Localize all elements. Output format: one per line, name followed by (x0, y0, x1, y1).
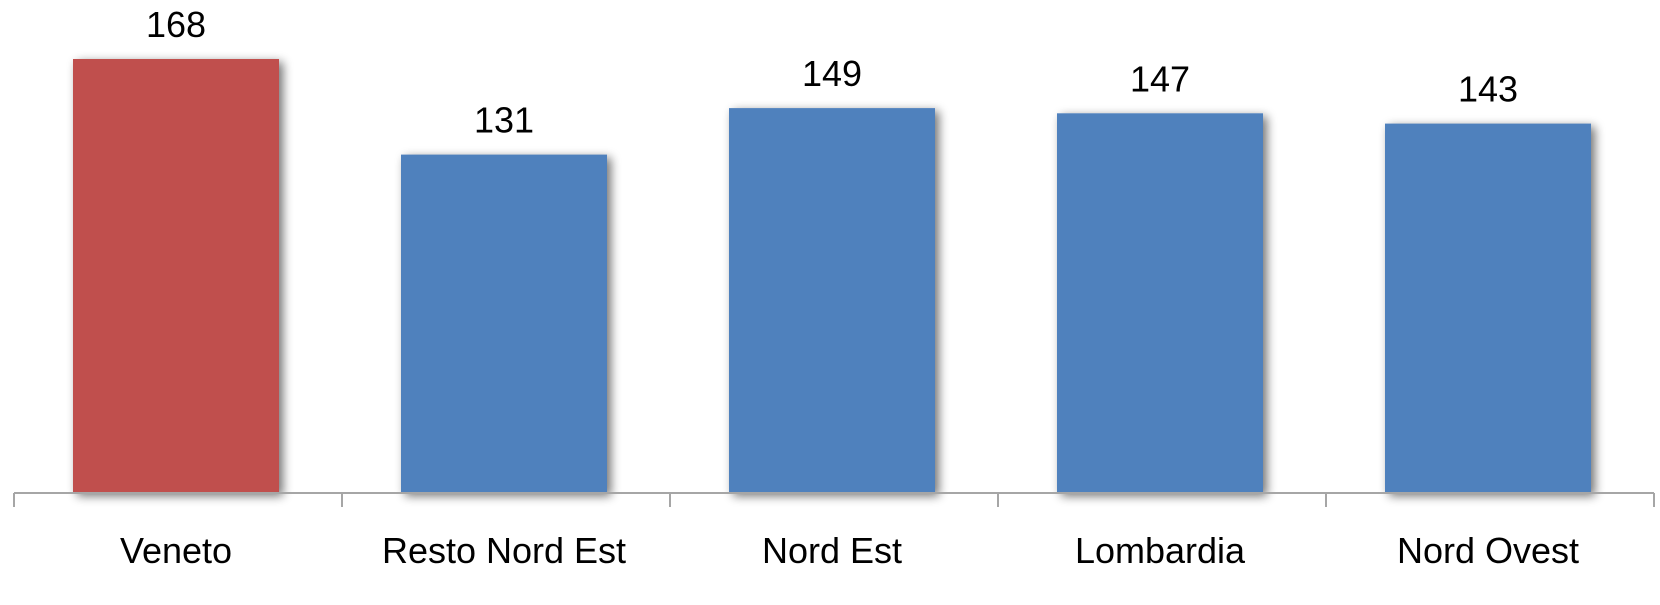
data-labels-layer: 168 131 149 147 143 (146, 4, 1518, 141)
data-label-nord-ovest: 143 (1458, 69, 1518, 110)
category-label-nord-est: Nord Est (762, 530, 902, 571)
bar-nord-est (729, 108, 935, 493)
data-label-veneto: 168 (146, 4, 206, 45)
data-label-resto-nord-est: 131 (474, 100, 534, 141)
data-label-lombardia: 147 (1130, 58, 1190, 99)
category-labels-layer: Veneto Resto Nord Est Nord Est Lombardia Nor… (120, 530, 1579, 571)
bar-nord-ovest (1385, 123, 1591, 493)
bars-layer (73, 59, 1591, 494)
category-label-veneto: Veneto (120, 530, 232, 571)
bar-resto-nord-est (401, 154, 607, 493)
bar-lombardia (1057, 113, 1263, 494)
category-label-lombardia: Lombardia (1075, 530, 1246, 571)
category-label-nord-ovest: Nord Ovest (1397, 530, 1579, 571)
data-label-nord-est: 149 (802, 53, 862, 94)
category-label-resto-nord-est: Resto Nord Est (382, 530, 626, 571)
x-axis (13, 492, 1655, 507)
bar-veneto (73, 59, 279, 493)
